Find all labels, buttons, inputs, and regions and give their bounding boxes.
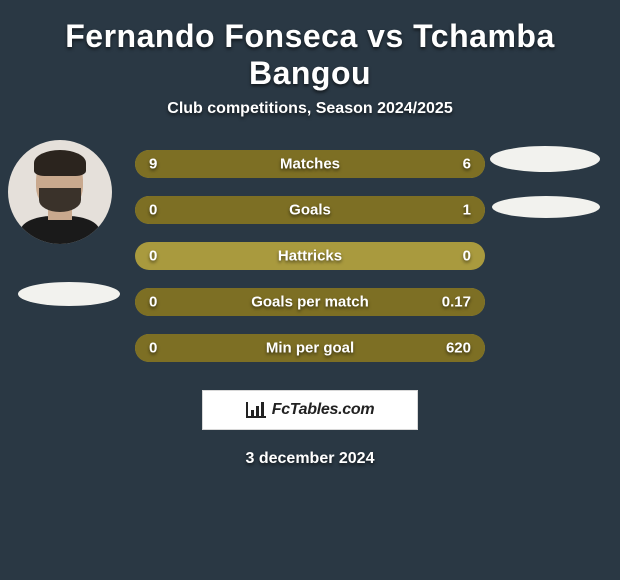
val-left: 0 — [149, 340, 157, 357]
page-subtitle: Club competitions, Season 2024/2025 — [0, 100, 620, 118]
val-right: 0 — [463, 248, 471, 265]
stat-bar-goals-per-match: 0 Goals per match 0.17 — [135, 288, 485, 316]
stat-bar-hattricks: 0 Hattricks 0 — [135, 242, 485, 270]
stats-area: 9 Matches 6 0 Goals 1 0 Hattricks 0 — [0, 150, 620, 362]
player1-avatar — [8, 140, 112, 244]
page-title: Fernando Fonseca vs Tchamba Bangou — [0, 0, 620, 100]
player1-name-pill — [18, 282, 120, 306]
player2-avatar-placeholder — [490, 146, 600, 172]
val-right: 6 — [463, 156, 471, 173]
fill-left — [135, 196, 205, 224]
stat-bar-matches: 9 Matches 6 — [135, 150, 485, 178]
val-left: 9 — [149, 156, 157, 173]
stat-bar-min-per-goal: 0 Min per goal 620 — [135, 334, 485, 362]
barchart-icon — [246, 402, 266, 418]
stat-bar-goals: 0 Goals 1 — [135, 196, 485, 224]
stat-label: Hattricks — [278, 248, 342, 265]
stat-bars: 9 Matches 6 0 Goals 1 0 Hattricks 0 — [135, 150, 485, 362]
stat-label: Goals — [289, 202, 331, 219]
val-right: 620 — [446, 340, 471, 357]
comparison-infographic: Fernando Fonseca vs Tchamba Bangou Club … — [0, 0, 620, 468]
fill-right — [205, 196, 485, 224]
val-left: 0 — [149, 202, 157, 219]
logo-text: FcTables.com — [272, 401, 375, 419]
val-left: 0 — [149, 248, 157, 265]
val-left: 0 — [149, 294, 157, 311]
stat-label: Goals per match — [251, 294, 369, 311]
snapshot-date: 3 december 2024 — [0, 450, 620, 468]
site-logo: FcTables.com — [202, 390, 418, 430]
val-right: 0.17 — [442, 294, 471, 311]
stat-label: Matches — [280, 156, 340, 173]
stat-label: Min per goal — [266, 340, 354, 357]
player2-name-pill — [492, 196, 600, 218]
val-right: 1 — [463, 202, 471, 219]
